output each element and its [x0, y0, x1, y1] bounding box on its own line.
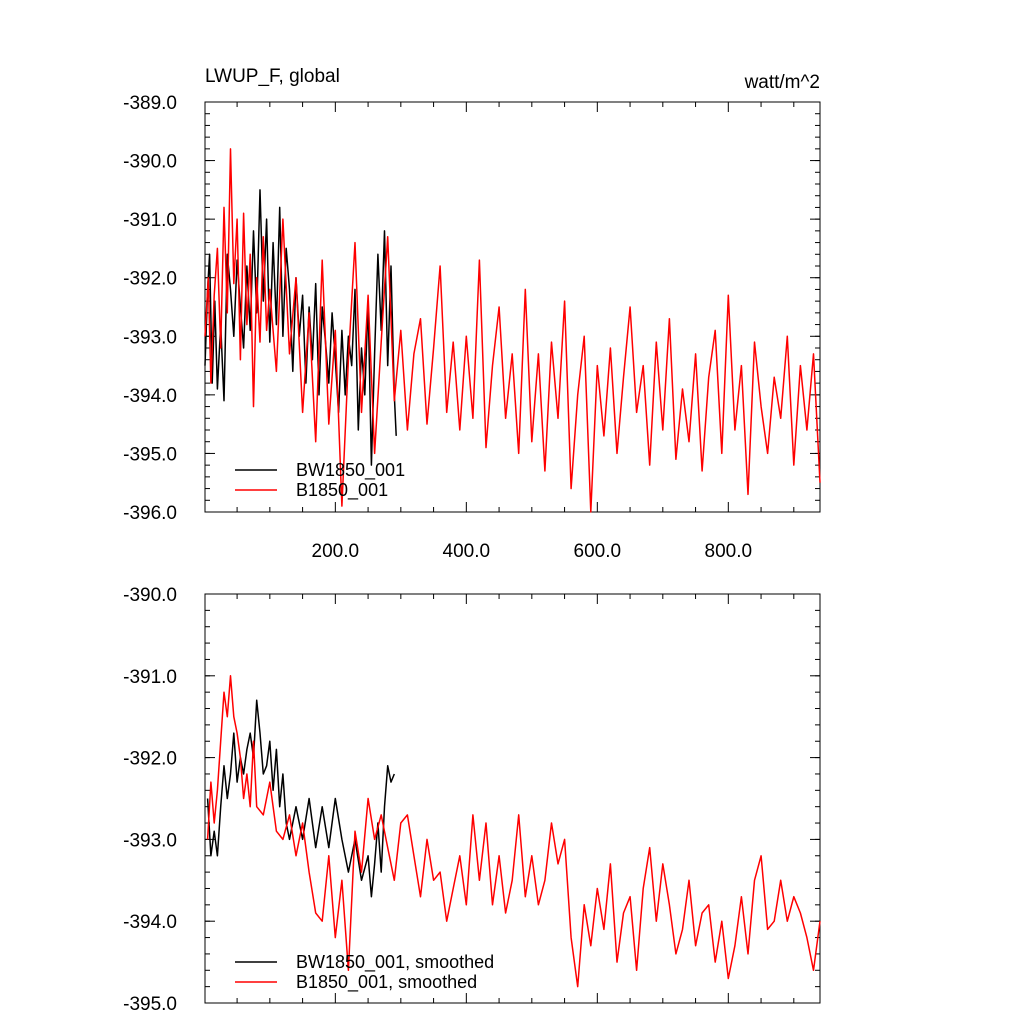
y-tick-label: -391.0 — [123, 667, 177, 688]
y-tick-label: -390.0 — [123, 152, 177, 173]
series-line-0 — [204, 189, 397, 466]
chart-title-left: LWUP_F, global — [205, 66, 340, 87]
x-tick-label: 400.0 — [443, 541, 491, 562]
y-tick-label: -393.0 — [123, 830, 177, 851]
series-line-0 — [206, 699, 395, 898]
legend-label: B1850_001 — [296, 480, 388, 501]
series-line-1 — [206, 675, 821, 988]
top-panel: -389.0 -390.0 -391.0 -392.0 -393.0 -394.0 -395… — [123, 66, 821, 562]
y-tick-label: -392.0 — [123, 269, 177, 290]
x-tick-label: 800.0 — [705, 541, 753, 562]
series-line-1 — [204, 148, 821, 513]
chart-title-right: watt/m^2 — [744, 72, 820, 93]
y-tick-label: -391.0 — [123, 210, 177, 231]
y-tick-label: -396.0 — [123, 503, 177, 524]
y-tick-label: -392.0 — [123, 749, 177, 770]
plot-frame — [204, 101, 821, 513]
y-tick-label: -394.0 — [123, 912, 177, 933]
legend-label: BW1850_001 — [296, 460, 405, 481]
y-tick-label: -394.0 — [123, 386, 177, 407]
y-tick-label: -390.0 — [123, 585, 177, 606]
legend-label: BW1850_001, smoothed — [296, 952, 494, 973]
y-tick-label: -395.0 — [123, 994, 177, 1015]
legend-label: B1850_001, smoothed — [296, 972, 477, 993]
y-tick-label: -393.0 — [123, 327, 177, 348]
x-tick-label: 600.0 — [574, 541, 622, 562]
y-tick-label: -389.0 — [123, 93, 177, 114]
bottom-panel: -390.0 -391.0 -392.0 -393.0 -394.0 -395.0 BW18… — [123, 585, 821, 1015]
x-tick-label: 200.0 — [312, 541, 360, 562]
plot-frame — [204, 593, 821, 1004]
y-tick-label: -395.0 — [123, 444, 177, 465]
